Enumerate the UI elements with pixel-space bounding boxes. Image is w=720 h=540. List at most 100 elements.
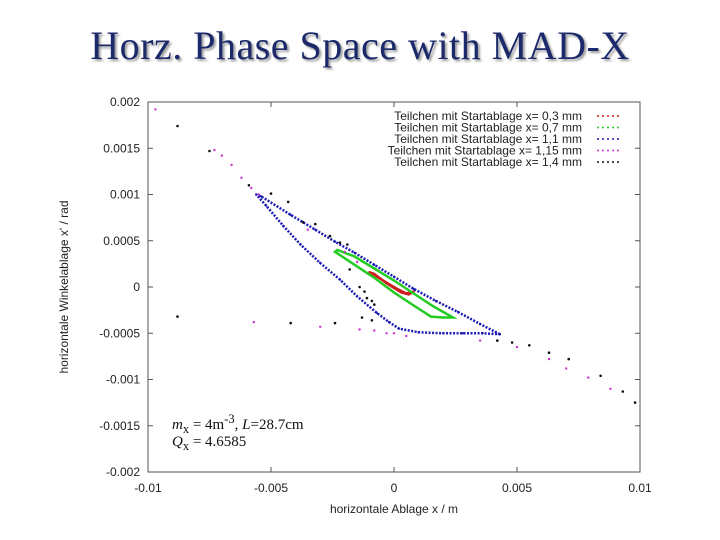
y-tick-label: -0.002: [106, 465, 140, 479]
legend-label: Teilchen mit Startablage x= 1,1 mm: [394, 132, 582, 146]
series-1: [332, 248, 458, 319]
data-point: [365, 296, 369, 300]
legend-marker: [602, 115, 604, 117]
data-point: [451, 316, 455, 319]
data-point: [370, 299, 374, 303]
data-point: [397, 288, 401, 291]
data-point: [442, 316, 445, 319]
legend-marker: [607, 138, 609, 140]
data-point: [333, 240, 337, 243]
data-point: [269, 192, 273, 195]
legend-marker: [607, 161, 609, 163]
data-point: [355, 260, 359, 264]
series-4: [176, 124, 637, 404]
data-point: [400, 291, 403, 294]
data-point: [621, 390, 625, 393]
data-point: [353, 255, 356, 258]
data-point: [289, 213, 292, 217]
legend-marker: [597, 149, 599, 152]
q-symbol: Q: [172, 434, 183, 450]
data-point: [547, 351, 551, 355]
legend-marker: [617, 138, 619, 140]
y-tick-label: -0.0015: [99, 419, 140, 433]
legend-marker: [617, 149, 619, 152]
l-value: =28.7cm: [250, 417, 304, 433]
series-2: [255, 193, 501, 336]
data-point: [498, 333, 501, 336]
legend-marker: [612, 115, 614, 117]
data-point: [319, 325, 322, 328]
data-point: [633, 401, 637, 404]
data-point: [355, 295, 359, 298]
data-point: [565, 367, 568, 370]
data-point: [412, 304, 415, 307]
data-point: [510, 341, 514, 344]
data-point: [392, 275, 396, 278]
legend-marker: [602, 161, 604, 163]
data-point: [373, 273, 376, 277]
y-tick-label: -0.001: [106, 373, 140, 387]
tune-note: Qx = 4.6585: [172, 434, 246, 454]
data-point: [319, 261, 322, 265]
data-point: [373, 303, 376, 306]
data-point: [405, 292, 408, 295]
data-point: [250, 186, 253, 190]
data-point: [373, 329, 376, 332]
y-tick-label: -0.0005: [99, 326, 140, 340]
data-point: [609, 387, 612, 390]
data-point: [257, 193, 260, 196]
series-0: [368, 271, 415, 296]
data-series: [154, 108, 637, 404]
data-point: [301, 220, 305, 224]
x-tick-label: 0.01: [628, 481, 652, 495]
y-tick-label: 0.002: [110, 95, 140, 109]
legend: Teilchen mit Startablage x= 0,3 mmTeilch…: [388, 109, 619, 169]
data-point: [333, 250, 337, 253]
data-point: [461, 332, 465, 335]
legend-marker: [602, 138, 604, 140]
legend-marker: [617, 161, 619, 163]
l-symbol: L: [242, 417, 251, 433]
data-point: [515, 345, 519, 349]
data-point: [478, 339, 482, 342]
data-point: [363, 290, 366, 293]
data-point: [213, 148, 216, 152]
legend-marker: [617, 115, 619, 117]
axis-ticks: -0.01 -0.005 0 0.005 0.01 -0.002 -0.0015 -0.001…: [99, 95, 652, 495]
y-axis-label: horizontale Winkelablage x' / rad: [57, 200, 71, 373]
data-point: [338, 278, 342, 281]
data-point: [407, 293, 410, 296]
m-value: = 4m: [189, 417, 225, 433]
data-point: [434, 299, 437, 303]
data-point: [392, 291, 396, 294]
data-point: [429, 315, 433, 318]
data-point: [385, 332, 388, 335]
legend-marker: [607, 126, 609, 129]
data-point: [154, 108, 157, 111]
data-point: [432, 305, 435, 308]
legend-marker: [617, 126, 619, 129]
legend-label: Teilchen mit Startablage x= 0,7 mm: [394, 121, 582, 135]
data-point: [333, 321, 337, 325]
legend-marker: [597, 126, 599, 129]
data-point: [240, 176, 243, 179]
data-point: [282, 224, 285, 228]
x-tick-label: -0.01: [134, 481, 162, 495]
data-point: [405, 334, 408, 338]
data-point: [255, 193, 258, 196]
q-value: = 4.6585: [189, 434, 247, 450]
lattice-note: mx = 4m-3, L=28.7cm: [172, 412, 304, 437]
x-tick-label: 0.005: [502, 481, 532, 495]
x-tick-label: -0.005: [254, 481, 288, 495]
y-tick-label: 0.001: [110, 188, 140, 202]
data-point: [353, 263, 356, 266]
legend-marker: [597, 161, 599, 163]
data-point: [252, 320, 255, 324]
y-tick-label: 0: [133, 280, 140, 294]
data-point: [314, 222, 317, 226]
legend-label: Teilchen mit Startablage x= 1,15 mm: [388, 144, 582, 158]
note-separator: ,: [234, 417, 243, 433]
slide-title: Horz. Phase Space with MAD-X: [90, 23, 630, 68]
data-point: [299, 243, 302, 246]
legend-marker: [607, 115, 609, 117]
